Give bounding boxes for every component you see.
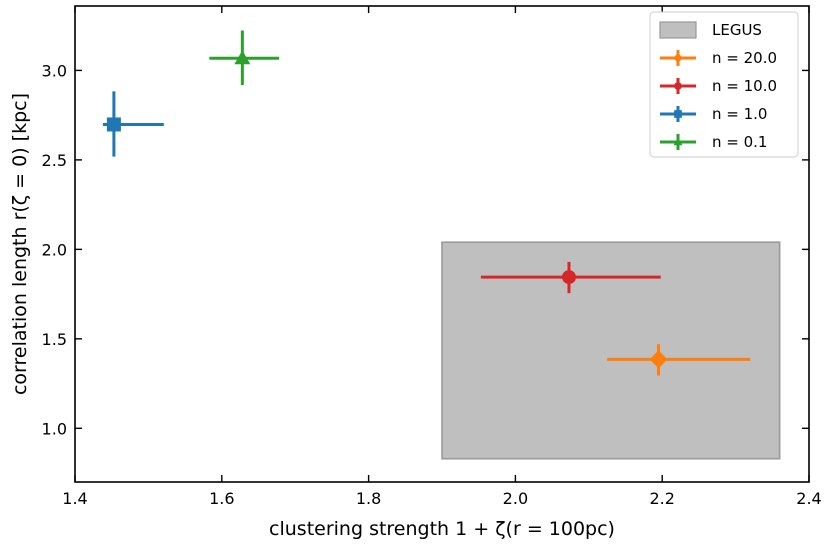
legend-label: n = 10.0 bbox=[712, 77, 777, 95]
legus-region bbox=[441, 241, 781, 460]
legend-label: LEGUS bbox=[712, 21, 762, 39]
data-point-square bbox=[102, 91, 164, 157]
x-axis-label: clustering strength 1 + ζ(r = 100pc) bbox=[269, 518, 615, 540]
data-marker bbox=[234, 50, 251, 65]
legend-swatch-marker bbox=[673, 137, 683, 146]
data-point-circle bbox=[480, 261, 661, 294]
y-axis-label: correlation length r(ζ = 0) [kpc] bbox=[9, 93, 31, 395]
legend-label: n = 1.0 bbox=[712, 105, 767, 123]
plot-layer bbox=[102, 30, 781, 460]
x-tick-label: 2.2 bbox=[649, 489, 674, 508]
legend-label: n = 20.0 bbox=[712, 49, 777, 67]
legend-swatch-marker bbox=[673, 53, 683, 63]
y-tick-label: 1.5 bbox=[42, 330, 67, 349]
legend-item: n = 20.0 bbox=[660, 49, 777, 67]
legend-box bbox=[649, 11, 799, 158]
data-point-triangle bbox=[209, 30, 280, 86]
axes-layer: 1.4 1.6 1.8 2.0 2.2 2.4 1.0 1.5 2.0 2.5 3.0 bbox=[42, 6, 822, 508]
data-marker bbox=[561, 270, 576, 285]
plot-frame bbox=[74, 5, 810, 483]
data-point-diamond bbox=[607, 344, 751, 376]
legend-label: n = 0.1 bbox=[712, 133, 767, 151]
y-tick-label: 2.5 bbox=[42, 151, 67, 170]
legend-item: n = 1.0 bbox=[660, 105, 767, 123]
x-tick-label: 1.4 bbox=[62, 489, 87, 508]
x-tick-label: 1.6 bbox=[209, 489, 234, 508]
legend: LEGUS n = 20.0 n = 10.0 n = 1.0 n = 0.1 bbox=[649, 11, 799, 158]
x-tick-label: 2.0 bbox=[503, 489, 528, 508]
x-tick-label: 1.8 bbox=[356, 489, 381, 508]
legend-item: n = 10.0 bbox=[660, 77, 777, 95]
y-tick-label: 3.0 bbox=[42, 61, 67, 80]
legend-item: LEGUS bbox=[659, 21, 762, 39]
legend-swatch-legus bbox=[659, 21, 697, 39]
legend-swatch-marker bbox=[674, 110, 682, 118]
legend-item: n = 0.1 bbox=[660, 133, 767, 151]
y-tick-label: 2.0 bbox=[42, 240, 67, 259]
y-tick-label: 1.0 bbox=[42, 419, 67, 438]
data-marker bbox=[649, 350, 668, 369]
data-marker bbox=[106, 117, 121, 132]
x-tick-label: 2.4 bbox=[796, 489, 821, 508]
legend-swatch-marker bbox=[674, 82, 682, 90]
